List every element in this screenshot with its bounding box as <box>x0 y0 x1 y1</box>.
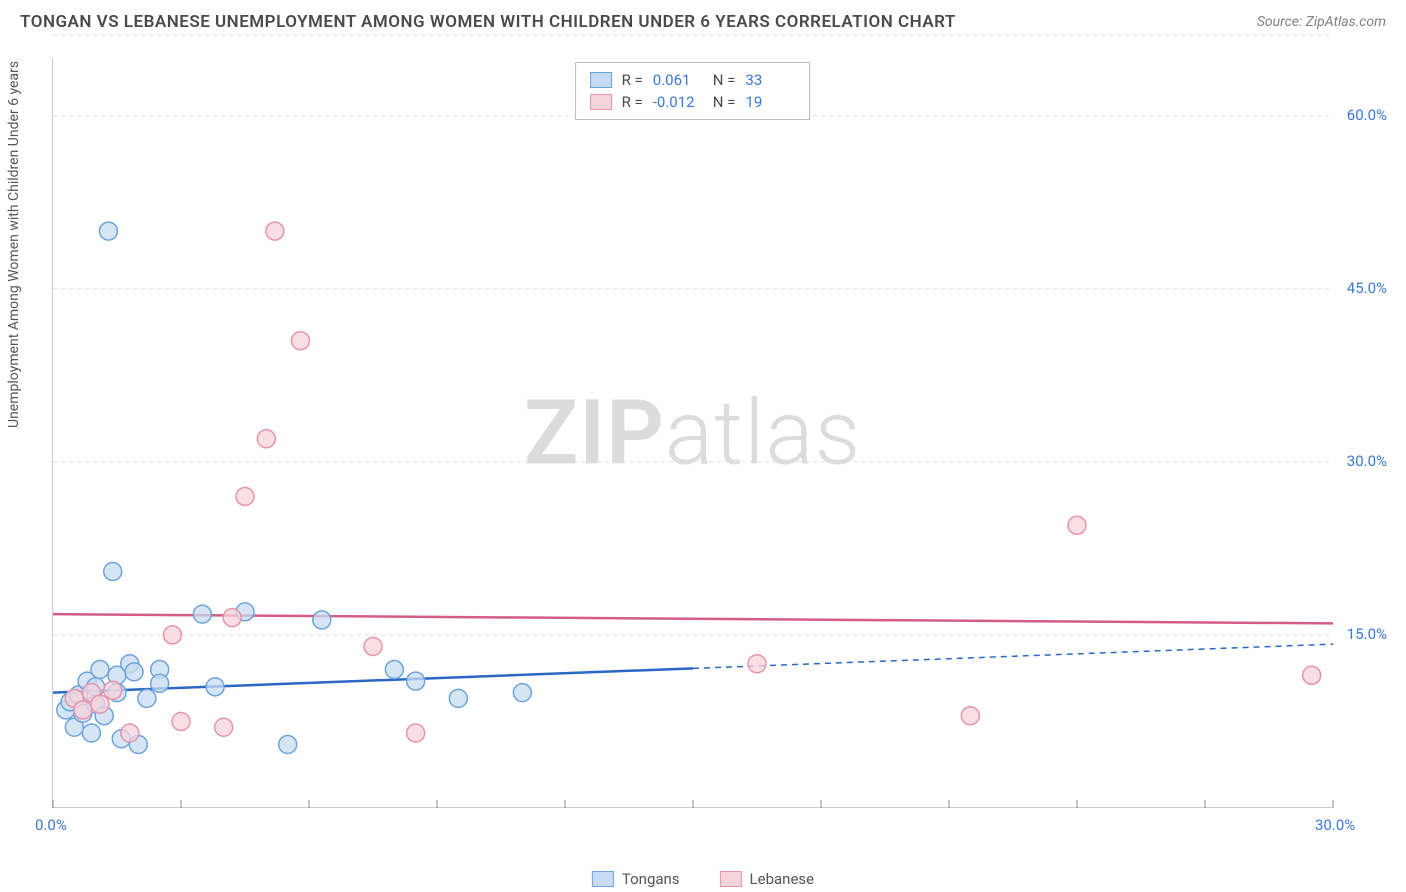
swatch-lebanese <box>590 94 612 110</box>
r-label: R = <box>622 93 643 111</box>
r-label: R = <box>622 71 643 89</box>
y-tick-label: 45.0% <box>1347 279 1387 297</box>
legend-label-tongans: Tongans <box>622 870 680 888</box>
y-tick-label: 60.0% <box>1347 106 1387 124</box>
chart-title: TONGAN VS LEBANESE UNEMPLOYMENT AMONG WO… <box>20 12 956 32</box>
x-tick-label: 0.0% <box>35 816 67 834</box>
legend-item-tongans: Tongans <box>592 870 680 888</box>
legend-label-lebanese: Lebanese <box>750 870 815 888</box>
n-value-tongans: 33 <box>745 71 795 89</box>
stats-legend: R = 0.061 N = 33 R = -0.012 N = 19 <box>575 62 811 120</box>
y-tick-label: 15.0% <box>1347 625 1387 643</box>
chart-area: ZIPatlas R = 0.061 N = 33 R = -0.012 N =… <box>52 58 1332 808</box>
n-label: N = <box>713 93 736 111</box>
r-value-tongans: 0.061 <box>653 71 703 89</box>
swatch-lebanese <box>720 871 742 887</box>
x-tick-label: 30.0% <box>1315 816 1355 834</box>
bottom-legend: Tongans Lebanese <box>592 870 814 888</box>
legend-item-lebanese: Lebanese <box>720 870 815 888</box>
swatch-tongans <box>590 72 612 88</box>
stats-row-tongans: R = 0.061 N = 33 <box>590 69 796 91</box>
r-value-lebanese: -0.012 <box>653 93 703 111</box>
source-label: Source: ZipAtlas.com <box>1257 14 1386 30</box>
y-axis-label: Unemployment Among Women with Children U… <box>6 61 22 428</box>
swatch-tongans <box>592 871 614 887</box>
plot-svg <box>53 58 1332 807</box>
n-label: N = <box>713 71 736 89</box>
stats-row-lebanese: R = -0.012 N = 19 <box>590 91 796 113</box>
n-value-lebanese: 19 <box>745 93 795 111</box>
y-tick-label: 30.0% <box>1347 452 1387 470</box>
